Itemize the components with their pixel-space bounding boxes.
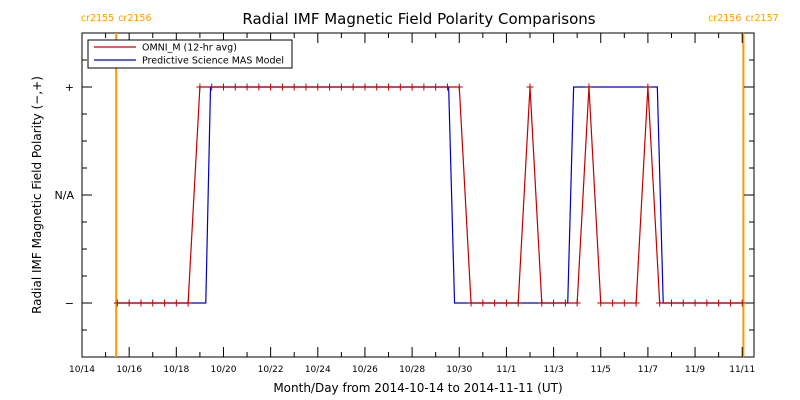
series-point-omni [349, 83, 357, 91]
series-point-omni [467, 299, 475, 307]
x-axis-title: Month/Day from 2014-10-14 to 2014-11-11 … [273, 381, 562, 395]
series-point-omni [502, 299, 510, 307]
x-tick-label: 11/1 [496, 365, 516, 375]
series-point-omni [137, 299, 145, 307]
legend-label-mas: Predictive Science MAS Model [142, 56, 284, 67]
series-point-omni [113, 299, 121, 307]
series-point-omni [184, 299, 192, 307]
series-point-omni [231, 83, 239, 91]
series-point-omni [337, 83, 345, 91]
series-point-omni [208, 83, 216, 91]
carrington-label-left: cr2155 [81, 13, 114, 24]
series-point-omni [526, 83, 534, 91]
series-point-omni [385, 83, 393, 91]
series-point-omni [302, 83, 310, 91]
legend-label-omni: OMNI_M (12-hr avg) [142, 43, 237, 54]
legend-box [87, 39, 293, 69]
series-point-omni [667, 299, 675, 307]
series-point-omni [691, 299, 699, 307]
x-tick-label: 10/14 [69, 365, 95, 375]
x-tick-label: 10/22 [258, 365, 284, 375]
series-point-omni [290, 83, 298, 91]
x-tick-label: 10/28 [399, 365, 425, 375]
series-point-omni [644, 83, 652, 91]
series-point-omni [538, 299, 546, 307]
x-tick-label: 11/9 [685, 365, 705, 375]
series-layer [113, 83, 746, 307]
series-point-omni [715, 299, 723, 307]
series-point-omni [196, 83, 204, 91]
x-axis-ticks: 10/14 10/16 10/18 10/20 10/22 10/24 10/26 10/28… [69, 33, 755, 375]
x-tick-label: 11/7 [638, 365, 658, 375]
series-line-omni [117, 86, 743, 304]
carrington-label-left: cr2156 [708, 13, 741, 24]
series-point-omni [479, 299, 487, 307]
series-point-omni [550, 299, 558, 307]
series-point-omni [585, 83, 593, 91]
series-point-omni [609, 299, 617, 307]
series-point-omni [243, 83, 251, 91]
series-point-omni [219, 83, 227, 91]
series-point-omni [125, 299, 133, 307]
carrington-label-right: cr2156 [118, 13, 151, 24]
series-point-omni [361, 83, 369, 91]
carrington-rotation-lines [115, 33, 745, 357]
series-point-omni [491, 299, 499, 307]
series-point-omni [278, 83, 286, 91]
series-point-omni [420, 83, 428, 91]
series-point-omni [703, 299, 711, 307]
series-point-omni [632, 299, 640, 307]
series-point-omni [432, 83, 440, 91]
chart-title: Radial IMF Magnetic Field Polarity Compa… [242, 10, 595, 28]
series-point-omni [255, 83, 263, 91]
x-tick-label: 10/30 [446, 365, 472, 375]
series-point-omni [597, 299, 605, 307]
y-tick-label: + [65, 81, 74, 94]
x-tick-label: 11/5 [591, 365, 611, 375]
x-tick-label: 11/3 [543, 365, 563, 375]
legend: OMNI_M (12-hr avg) Predictive Science MA… [87, 39, 293, 69]
series-point-omni [514, 299, 522, 307]
series-point-omni [561, 299, 569, 307]
x-tick-label: 10/24 [305, 365, 331, 375]
x-tick-label: 10/20 [211, 365, 237, 375]
series-point-omni [408, 83, 416, 91]
carrington-rotation-labels: cr2155 cr2156 cr2156 cr2157 [81, 13, 779, 24]
y-axis-title: Radial IMF Magnetic Field Polarity (−,+) [30, 76, 44, 314]
series-point-omni [373, 83, 381, 91]
series-line-mas-model [117, 86, 743, 304]
x-tick-label: 10/26 [352, 365, 378, 375]
y-tick-label: − [65, 297, 74, 310]
series-point-omni [656, 299, 664, 307]
series-point-omni [314, 83, 322, 91]
series-point-omni [455, 83, 463, 91]
series-point-omni [443, 83, 451, 91]
carrington-label-right: cr2157 [745, 13, 778, 24]
x-tick-label: 10/18 [163, 365, 189, 375]
series-point-omni [726, 299, 734, 307]
y-tick-label: N/A [55, 189, 75, 202]
series-point-omni [172, 299, 180, 307]
y-axis-ticks: + N/A − [55, 59, 754, 331]
x-tick-label: 10/16 [116, 365, 142, 375]
series-point-omni [161, 299, 169, 307]
series-point-omni [738, 299, 746, 307]
series-point-omni [396, 83, 404, 91]
series-point-omni [573, 299, 581, 307]
series-point-omni [620, 299, 628, 307]
series-point-omni [149, 299, 157, 307]
series-point-omni [679, 299, 687, 307]
series-point-omni [267, 83, 275, 91]
series-point-omni [326, 83, 334, 91]
x-tick-label: 11/11 [729, 365, 755, 375]
